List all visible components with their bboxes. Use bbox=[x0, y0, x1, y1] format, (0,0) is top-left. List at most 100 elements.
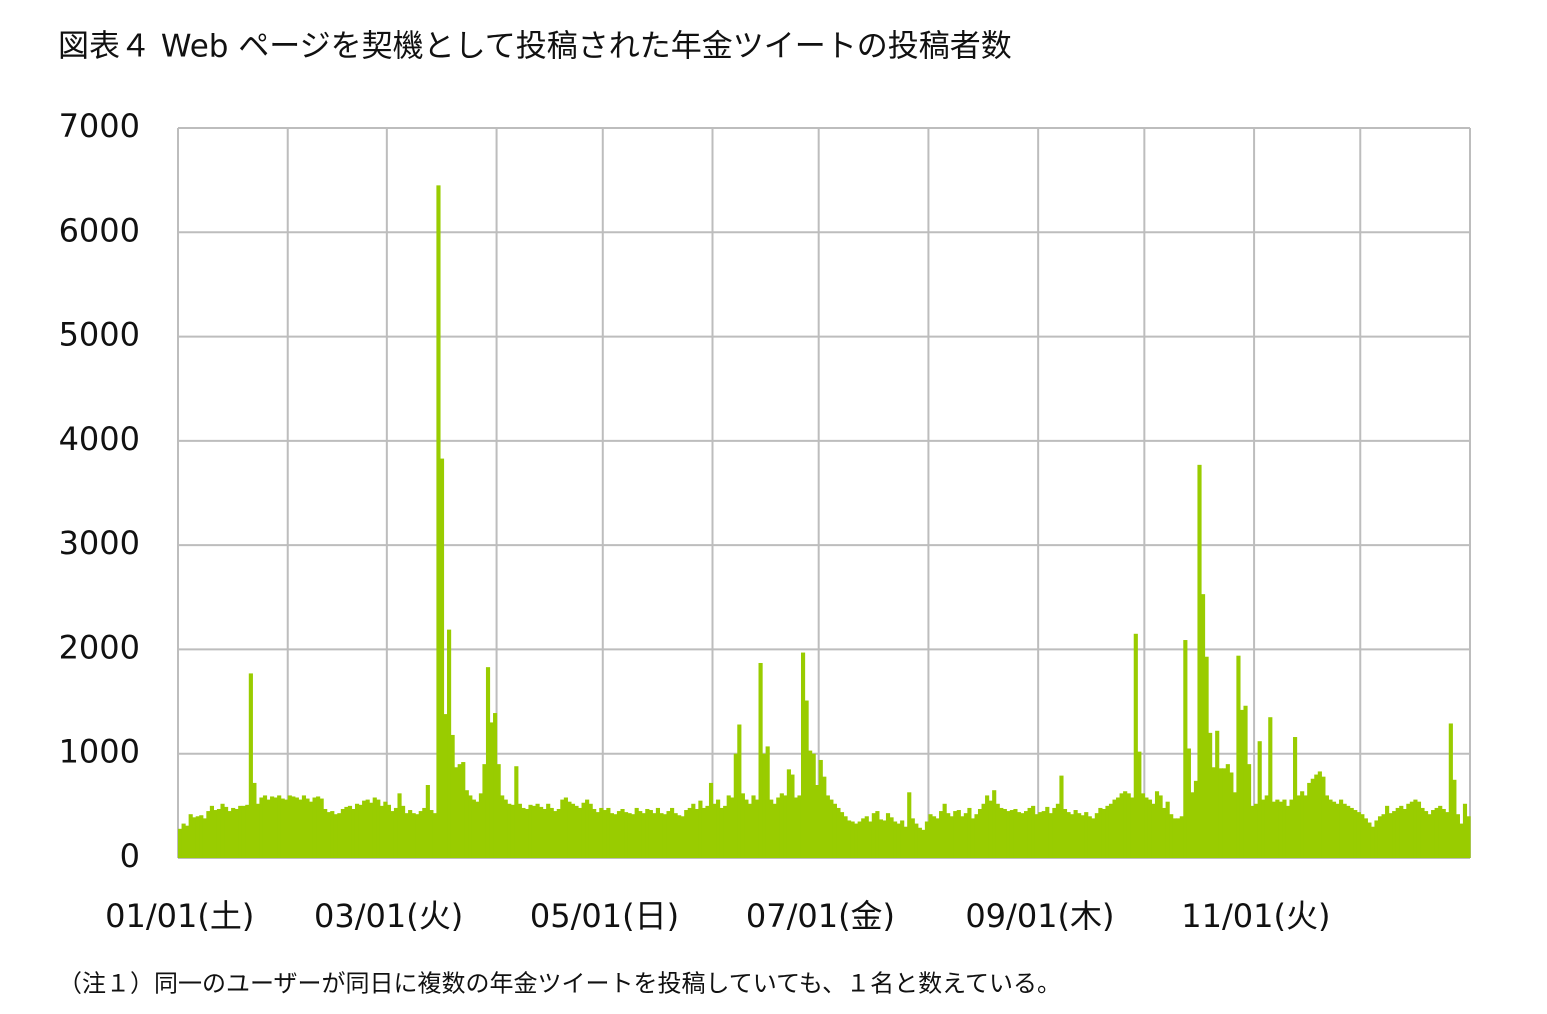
bar bbox=[783, 795, 788, 858]
bar bbox=[790, 774, 795, 858]
y-tick-label: 5000 bbox=[59, 316, 140, 354]
bar bbox=[471, 799, 476, 858]
bar bbox=[1377, 816, 1383, 858]
bar bbox=[1070, 814, 1075, 858]
bar bbox=[224, 806, 229, 858]
bar bbox=[1346, 805, 1351, 858]
bar bbox=[1041, 811, 1046, 858]
bar bbox=[408, 810, 413, 858]
bar bbox=[1402, 808, 1407, 858]
bar bbox=[588, 803, 593, 858]
bar bbox=[351, 808, 356, 858]
y-tick-label: 1000 bbox=[59, 733, 140, 771]
bar bbox=[450, 734, 455, 858]
bar bbox=[719, 807, 724, 858]
bar bbox=[1116, 797, 1121, 858]
bar bbox=[960, 816, 965, 858]
bar bbox=[652, 813, 657, 858]
bar bbox=[280, 798, 285, 858]
bar bbox=[1293, 737, 1298, 858]
bar bbox=[553, 811, 558, 858]
bar bbox=[935, 818, 940, 858]
bar bbox=[740, 793, 745, 858]
bar bbox=[885, 813, 891, 858]
bar bbox=[638, 811, 643, 858]
bar bbox=[659, 813, 664, 858]
bar bbox=[836, 807, 841, 858]
bar bbox=[648, 810, 653, 858]
bar bbox=[992, 790, 997, 858]
bar bbox=[585, 799, 590, 858]
bar bbox=[861, 818, 866, 858]
bar bbox=[216, 808, 222, 858]
bar bbox=[1254, 803, 1259, 858]
bar bbox=[563, 797, 568, 858]
bar bbox=[227, 811, 232, 858]
bar bbox=[1427, 814, 1432, 858]
bar bbox=[425, 785, 430, 858]
bar bbox=[305, 798, 310, 858]
bar bbox=[1243, 705, 1248, 858]
bar bbox=[482, 764, 487, 858]
bar bbox=[1165, 801, 1170, 858]
bar bbox=[670, 807, 675, 858]
bar bbox=[716, 799, 721, 858]
bar bbox=[255, 803, 261, 858]
bar bbox=[712, 803, 717, 858]
bar bbox=[1321, 776, 1326, 858]
bar bbox=[677, 815, 682, 858]
bar bbox=[266, 799, 271, 858]
bar bbox=[1009, 810, 1014, 858]
y-tick-label: 7000 bbox=[59, 107, 140, 145]
bar bbox=[1250, 805, 1255, 858]
x-tick-label: 11/01(火) bbox=[1181, 897, 1330, 935]
bar bbox=[832, 803, 837, 858]
bar bbox=[949, 816, 954, 858]
bar bbox=[999, 807, 1004, 858]
bar bbox=[1077, 813, 1082, 858]
bar bbox=[1328, 799, 1333, 858]
bar bbox=[1314, 774, 1319, 858]
bar bbox=[779, 793, 784, 858]
bar bbox=[234, 808, 239, 858]
bar bbox=[1413, 799, 1418, 858]
bar bbox=[1278, 801, 1283, 858]
bar bbox=[546, 803, 551, 858]
bar bbox=[1296, 795, 1301, 858]
bar bbox=[294, 797, 299, 858]
bar bbox=[1204, 656, 1209, 858]
bar bbox=[917, 827, 922, 858]
bar bbox=[577, 807, 583, 858]
bar bbox=[1367, 822, 1372, 858]
chart-note: （注１）同一のユーザーが同日に複数の年金ツイートを投稿していても、１名と数えてい… bbox=[58, 970, 1061, 998]
bar bbox=[977, 808, 983, 858]
bar bbox=[1466, 816, 1471, 858]
bar bbox=[1229, 772, 1234, 858]
bar bbox=[539, 806, 544, 858]
bar bbox=[478, 793, 484, 858]
bar bbox=[878, 819, 884, 858]
y-tick-label: 3000 bbox=[59, 524, 140, 562]
bar bbox=[970, 818, 976, 858]
bar bbox=[386, 804, 391, 858]
x-tick-label: 07/01(金) bbox=[746, 897, 895, 935]
bar bbox=[1048, 813, 1053, 858]
bar bbox=[461, 762, 466, 858]
bar bbox=[521, 807, 526, 858]
bar bbox=[415, 814, 420, 858]
bar bbox=[854, 823, 859, 858]
bar bbox=[825, 795, 830, 858]
bar bbox=[893, 821, 898, 858]
bar bbox=[429, 810, 434, 858]
bar bbox=[510, 804, 515, 858]
bar bbox=[691, 803, 696, 858]
bar bbox=[1282, 799, 1287, 858]
bar bbox=[1183, 640, 1188, 858]
bar bbox=[995, 803, 1000, 858]
bar bbox=[641, 813, 646, 858]
bar bbox=[765, 746, 770, 858]
bar bbox=[358, 804, 363, 858]
bar bbox=[1285, 805, 1291, 858]
bar bbox=[531, 805, 537, 858]
